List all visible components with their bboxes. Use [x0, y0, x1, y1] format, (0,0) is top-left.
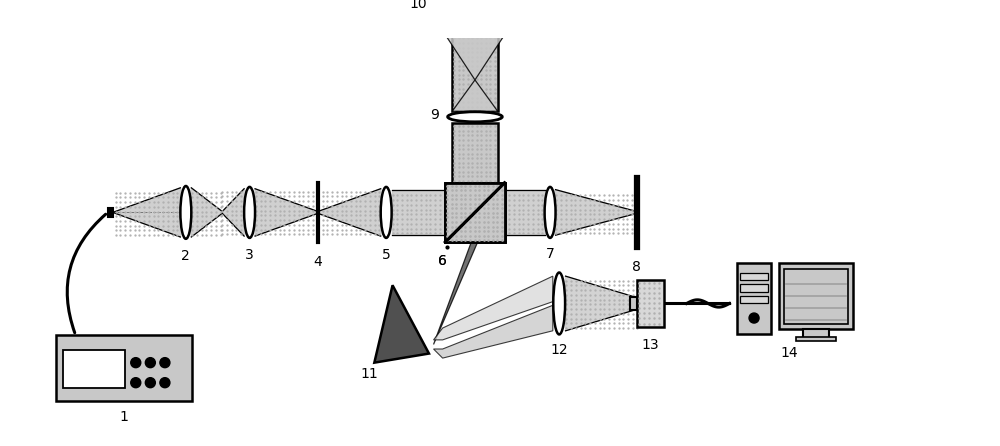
Bar [452, 35, 498, 111]
Polygon shape [434, 306, 553, 358]
Text: 2: 2 [181, 249, 190, 263]
Text: 6: 6 [438, 254, 447, 268]
Text: 10: 10 [409, 0, 427, 11]
Bar [434, 15, 516, 35]
Bar [108, 208, 113, 217]
Bar [740, 285, 768, 292]
Text: 3: 3 [245, 248, 254, 262]
Polygon shape [222, 189, 244, 236]
Bar [445, 183, 505, 242]
Text: 6: 6 [438, 254, 447, 268]
Circle shape [145, 378, 155, 388]
Polygon shape [505, 190, 545, 235]
Text: 4: 4 [314, 255, 322, 269]
Bar [740, 296, 768, 303]
Polygon shape [434, 242, 478, 344]
Bar [630, 297, 637, 310]
Polygon shape [392, 190, 445, 235]
Polygon shape [191, 188, 222, 237]
Circle shape [131, 378, 141, 388]
Ellipse shape [448, 112, 502, 122]
Circle shape [749, 313, 759, 323]
Bar [56, 335, 192, 401]
Text: 14: 14 [781, 346, 798, 360]
Polygon shape [434, 276, 553, 340]
Circle shape [131, 358, 141, 368]
Bar [445, 183, 505, 242]
Text: 5: 5 [382, 248, 391, 262]
Polygon shape [318, 189, 381, 236]
Polygon shape [374, 285, 429, 363]
Circle shape [160, 358, 170, 368]
Bar [637, 280, 664, 327]
Polygon shape [113, 188, 180, 237]
Bar [784, 269, 848, 323]
Bar [740, 273, 768, 280]
Polygon shape [445, 35, 505, 80]
Text: 7: 7 [546, 247, 554, 261]
Text: 1: 1 [119, 410, 128, 424]
Text: 8: 8 [632, 260, 641, 274]
Text: 13: 13 [641, 338, 659, 352]
Bar [737, 264, 771, 334]
Polygon shape [556, 190, 637, 235]
Polygon shape [452, 80, 498, 112]
Bar [803, 329, 829, 338]
Text: 12: 12 [550, 343, 568, 357]
Bar [63, 350, 125, 388]
Ellipse shape [553, 273, 565, 334]
Ellipse shape [381, 187, 392, 238]
Circle shape [145, 358, 155, 368]
Bar [779, 264, 853, 329]
Ellipse shape [545, 187, 556, 238]
Bar [796, 337, 836, 341]
Polygon shape [255, 189, 318, 236]
Polygon shape [566, 276, 641, 331]
Ellipse shape [180, 186, 191, 239]
Circle shape [160, 378, 170, 388]
Text: 11: 11 [361, 367, 379, 381]
Bar [452, 123, 498, 183]
Ellipse shape [244, 187, 255, 238]
Text: 9: 9 [430, 108, 439, 122]
